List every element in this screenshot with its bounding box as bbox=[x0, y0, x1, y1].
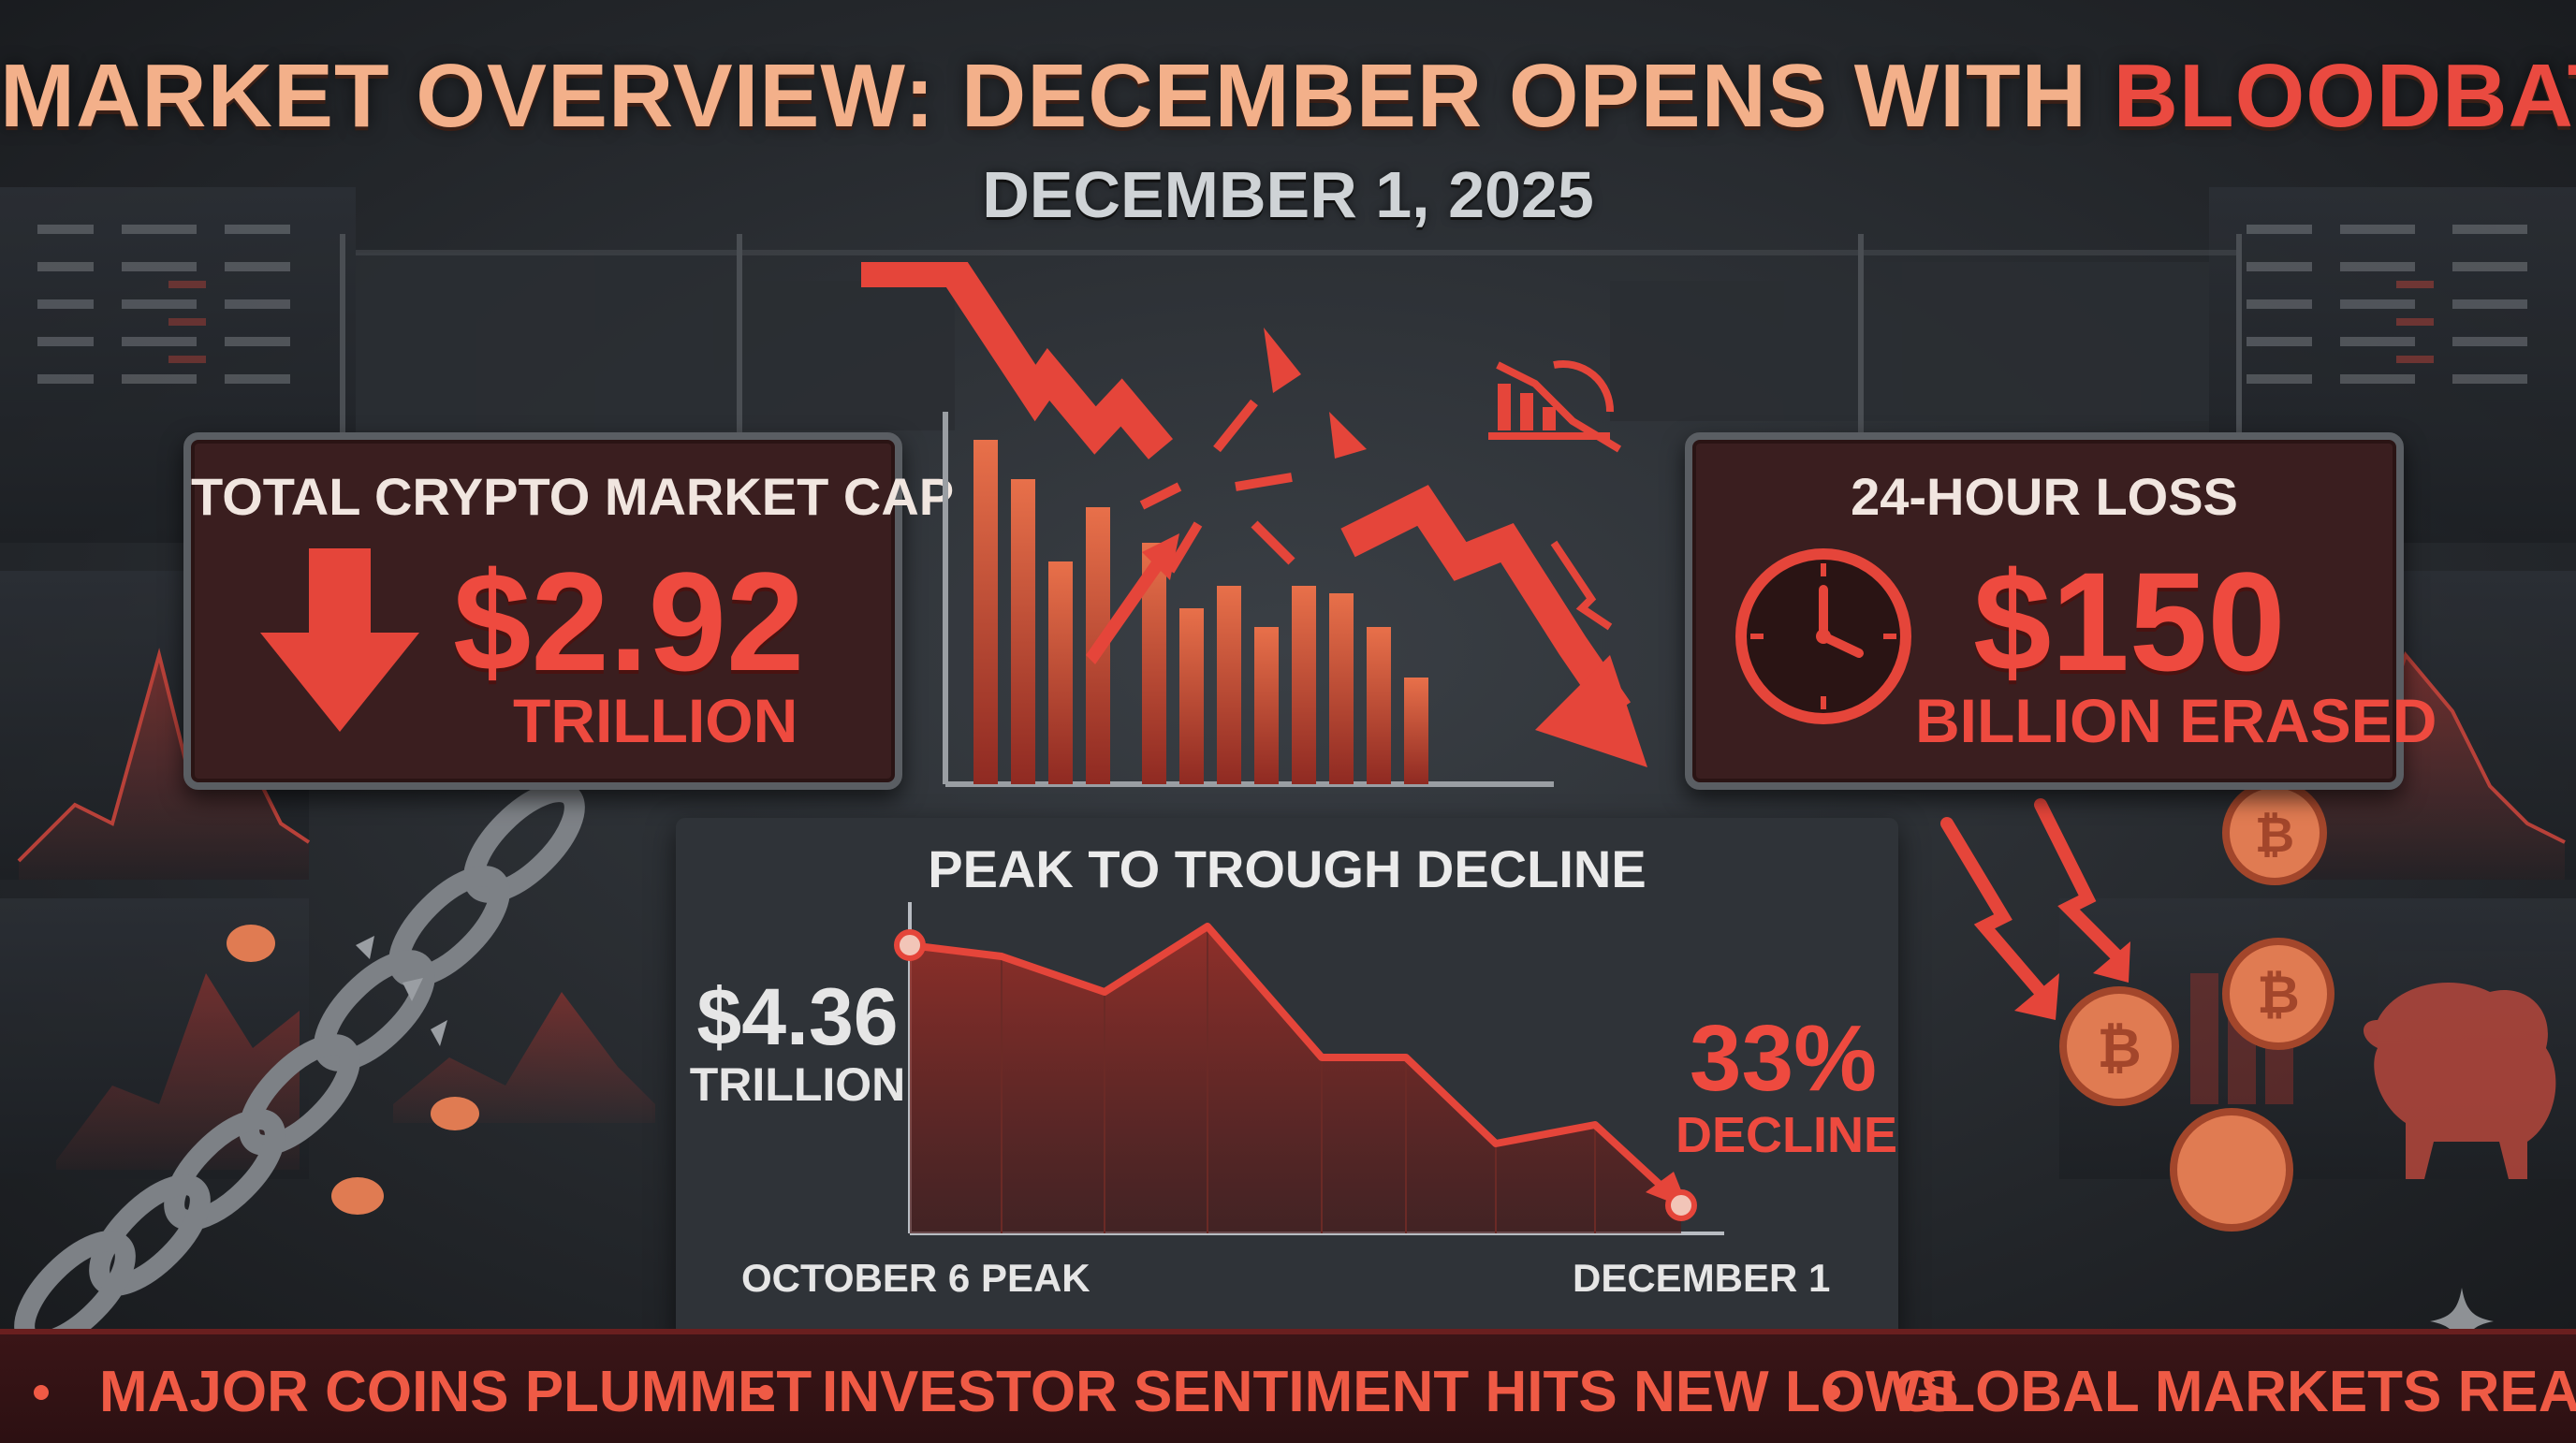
x-start-label: OCTOBER 6 PEAK bbox=[741, 1256, 1090, 1300]
ticker-item-sentiment: INVESTOR SENTIMENT HITS NEW LOWS bbox=[822, 1360, 1959, 1424]
decline-line-chart bbox=[894, 902, 1724, 1235]
market-cap-label: TOTAL CRYPTO MARKET CAP bbox=[191, 467, 955, 526]
loss-unit: BILLION ERASED bbox=[1915, 686, 2437, 755]
peak-unit: TRILLION bbox=[689, 1058, 906, 1111]
bar-cluster bbox=[973, 440, 1428, 784]
down-arrow-icon bbox=[260, 548, 419, 732]
market-cap-unit: TRILLION bbox=[513, 686, 798, 755]
ticker-bullet bbox=[34, 1385, 49, 1400]
news-ticker: MAJOR COINS PLUMMET INVESTOR SENTIMENT H… bbox=[0, 1329, 2576, 1443]
market-cap-value: $2.92 bbox=[453, 543, 805, 700]
x-end-label: DECEMBER 1 bbox=[1573, 1256, 1831, 1300]
peak-marker bbox=[894, 929, 926, 961]
decline-panel: PEAK TO TROUGH DECLINE $4.36 bbox=[676, 818, 1898, 1338]
falling-coins: ₿ ₿ ₿ bbox=[227, 780, 2334, 1232]
loss-label: 24-HOUR LOSS bbox=[1851, 467, 2238, 526]
clock-icon bbox=[1735, 548, 1911, 724]
decline-area bbox=[910, 926, 1681, 1233]
mini-decline-icon bbox=[1488, 360, 1622, 453]
market-cap-card: TOTAL CRYPTO MARKET CAP $2.92 TRILLION bbox=[183, 432, 955, 790]
ticker-item-coins: MAJOR COINS PLUMMET bbox=[99, 1360, 812, 1424]
page-date: DECEMBER 1, 2025 bbox=[982, 158, 1594, 231]
ticker-bullet bbox=[1825, 1385, 1840, 1400]
falling-arrows bbox=[1940, 798, 2122, 998]
page-title: MARKET OVERVIEW: DECEMBER OPENS WITH BLO… bbox=[0, 45, 2576, 148]
title-accent-text: BLOODBATH bbox=[2113, 46, 2576, 146]
svg-text:₿: ₿ bbox=[2255, 809, 2294, 863]
crash-arrow-icon bbox=[861, 262, 1632, 721]
decline-percent-label: DECLINE bbox=[1676, 1107, 1898, 1163]
title-main-text: MARKET OVERVIEW: DECEMBER OPENS WITH bbox=[0, 46, 2114, 146]
decline-line bbox=[909, 923, 1671, 1195]
loss-value: $150 bbox=[1973, 543, 2286, 700]
decline-title: PEAK TO TROUGH DECLINE bbox=[928, 839, 1647, 898]
svg-text:₿: ₿ bbox=[2257, 965, 2300, 1024]
chain-fragments bbox=[356, 936, 447, 1046]
sparkle-icon bbox=[2430, 1288, 2494, 1355]
ticker-bullet bbox=[758, 1385, 773, 1400]
decline-percent: 33% bbox=[1689, 1006, 1878, 1111]
peak-value: $4.36 bbox=[696, 972, 899, 1062]
broken-chain-icon bbox=[14, 781, 585, 1352]
market-crash-graphic bbox=[861, 262, 1647, 787]
bear-icon bbox=[2364, 983, 2556, 1179]
svg-text:₿: ₿ bbox=[2097, 1018, 2141, 1079]
trough-marker bbox=[1665, 1189, 1697, 1221]
ticker-item-global: GLOBAL MARKETS REACT bbox=[1895, 1360, 2576, 1424]
loss-card: 24-HOUR LOSS $150 BILLION ERASED bbox=[1685, 432, 2437, 790]
